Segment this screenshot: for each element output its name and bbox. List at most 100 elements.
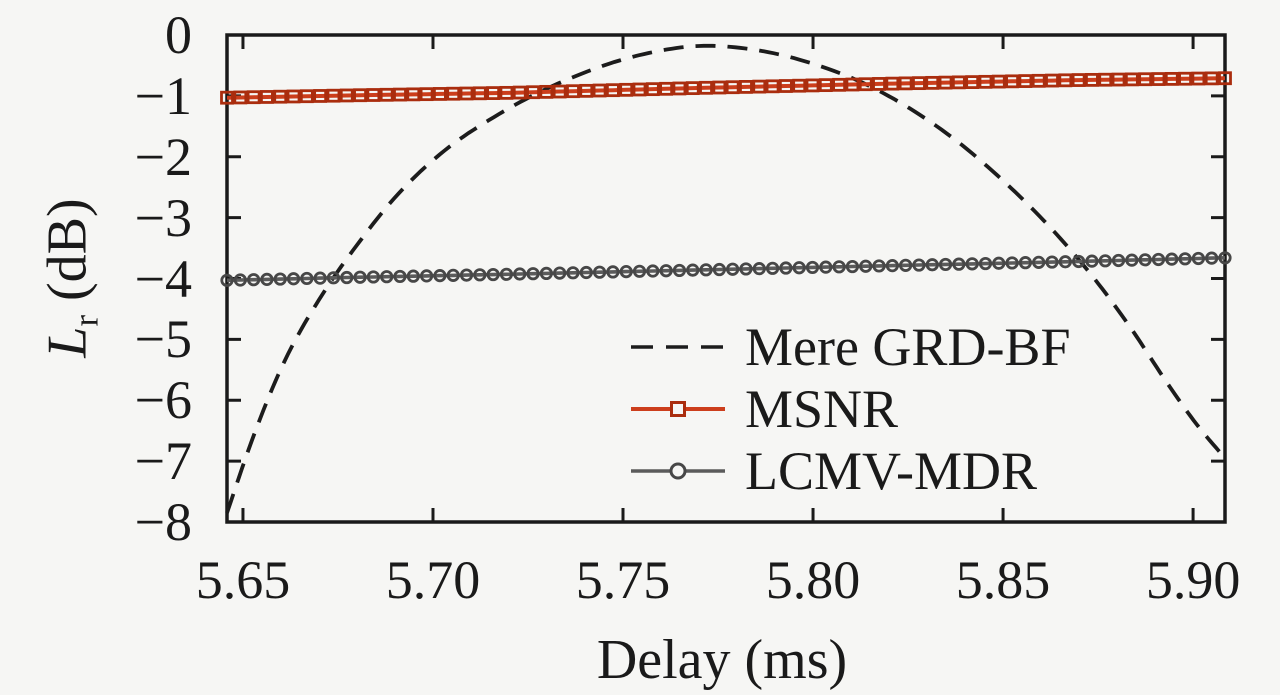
circle-marker-icon — [779, 261, 793, 275]
x-tick-label: 5.70 — [385, 550, 481, 610]
square-marker-icon — [765, 79, 780, 94]
circle-marker-icon — [473, 268, 487, 282]
circle-marker-icon — [380, 270, 394, 284]
circle-marker-icon — [1178, 252, 1192, 266]
circle-marker-icon — [699, 263, 713, 277]
circle-marker-icon — [606, 265, 620, 279]
circle-marker-icon — [1165, 252, 1179, 266]
square-marker-icon — [592, 83, 607, 98]
square-marker-icon — [1151, 72, 1166, 86]
square-marker-icon — [712, 80, 727, 95]
square-marker-icon — [220, 90, 234, 105]
circle-marker-icon — [1191, 251, 1205, 266]
square-marker-icon — [898, 76, 913, 91]
square-marker-icon — [672, 81, 687, 96]
square-marker-icon — [778, 79, 793, 93]
circle-marker-icon — [459, 268, 474, 282]
y-tick-label: −6 — [134, 370, 192, 431]
circle-marker-icon — [912, 258, 926, 272]
square-marker-icon — [685, 81, 700, 96]
circle-marker-icon — [433, 269, 447, 283]
square-marker-icon — [912, 76, 926, 91]
square-marker-icon — [246, 90, 261, 105]
square-marker-icon — [499, 85, 514, 100]
square-marker-icon — [273, 89, 288, 104]
circle-marker-icon — [938, 257, 953, 272]
y-tick-label: 0 — [165, 5, 192, 65]
square-marker-icon — [1111, 72, 1126, 87]
square-marker-icon — [1058, 73, 1073, 88]
circle-marker-icon — [619, 265, 633, 279]
square-marker-icon — [299, 89, 314, 104]
circle-marker-icon — [978, 256, 993, 271]
square-marker-icon — [433, 87, 447, 101]
square-marker-icon — [566, 84, 580, 99]
square-marker-icon — [1124, 72, 1139, 87]
square-marker-icon — [446, 86, 461, 101]
circle-marker-icon — [553, 266, 567, 280]
x-tick-label: 5.90 — [1145, 550, 1241, 610]
square-marker-icon — [233, 90, 248, 105]
square-marker-icon — [725, 80, 740, 95]
y-axis-variable: L — [36, 326, 99, 358]
square-marker-icon — [1085, 72, 1099, 87]
series-grd-bf-line — [225, 43, 1227, 514]
square-marker-icon — [1178, 71, 1192, 86]
circle-marker-icon — [1151, 252, 1166, 267]
circle-marker-icon — [672, 263, 687, 278]
circle-marker-icon — [353, 270, 367, 284]
circle-marker-icon — [340, 270, 354, 285]
circle-marker-icon — [845, 259, 860, 274]
circle-marker-icon — [726, 262, 740, 276]
x-tick-label: 5.85 — [955, 550, 1051, 610]
circle-marker-icon — [1085, 254, 1099, 268]
circle-marker-icon — [273, 272, 287, 286]
square-marker-icon — [539, 84, 554, 99]
series-msnr — [220, 71, 1232, 105]
square-marker-icon — [1164, 71, 1179, 86]
y-axis-label: Lr (dB) — [36, 198, 106, 358]
circle-marker-icon — [233, 273, 247, 287]
circle-marker-icon — [965, 257, 979, 271]
circle-marker-icon — [513, 267, 527, 281]
x-tick-label: 5.65 — [195, 550, 291, 610]
square-marker-icon — [472, 86, 487, 101]
legend-item-msnr: MSNR — [628, 378, 1070, 440]
square-marker-icon — [579, 83, 594, 98]
square-marker-icon — [978, 74, 993, 89]
square-marker-icon — [1005, 74, 1019, 89]
circle-marker-icon — [1058, 255, 1072, 269]
square-marker-icon — [858, 77, 873, 92]
circle-marker-icon — [1032, 255, 1046, 269]
square-marker-icon — [326, 88, 341, 103]
square-marker-icon — [965, 75, 980, 90]
circle-marker-icon — [326, 271, 341, 285]
square-marker-icon — [752, 79, 767, 94]
y-tick-label: −1 — [134, 65, 192, 126]
square-marker-icon — [699, 80, 713, 95]
circle-marker-icon — [419, 269, 434, 283]
square-marker-icon — [339, 88, 354, 103]
circle-marker-icon — [1138, 253, 1152, 267]
square-marker-icon — [1071, 73, 1086, 87]
circle-marker-icon — [539, 266, 553, 281]
square-marker-icon — [938, 75, 953, 90]
square-marker-icon — [885, 76, 900, 91]
square-marker-icon — [393, 87, 407, 102]
y-tick-label: −4 — [134, 248, 192, 309]
circle-marker-icon — [313, 271, 327, 285]
square-marker-icon — [991, 74, 1006, 89]
square-marker-icon — [1018, 74, 1033, 88]
circle-marker-icon — [1098, 254, 1112, 268]
square-marker-icon — [792, 78, 807, 93]
x-axis-label: Delay (ms) — [596, 629, 848, 691]
square-marker-icon — [1045, 73, 1059, 88]
square-marker-icon — [552, 84, 567, 99]
circle-marker-icon — [632, 264, 647, 278]
series-line — [226, 256, 1226, 283]
circle-marker-icon — [286, 272, 301, 286]
y-tick-label: −3 — [134, 187, 192, 248]
circle-marker-icon — [765, 261, 780, 275]
circle-marker-icon — [486, 267, 500, 282]
